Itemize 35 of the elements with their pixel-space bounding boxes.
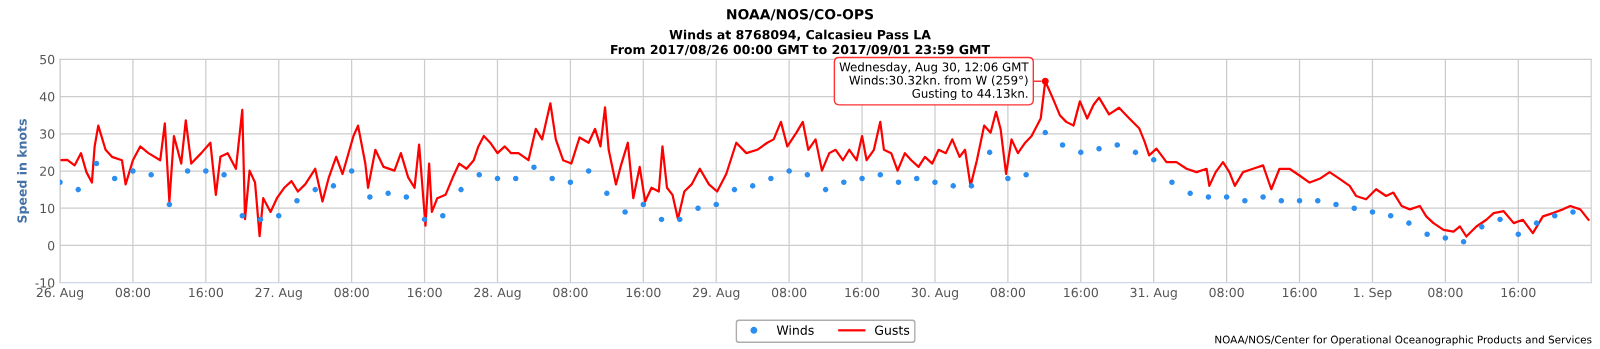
x-tick-label: 29. Aug <box>693 287 740 300</box>
x-tick-label: 16:00 <box>407 287 442 298</box>
y-axis-title: Speed in knots <box>17 119 30 223</box>
x-tick-label: 08:00 <box>990 287 1026 298</box>
x-tick-label: 27. Aug <box>255 287 302 300</box>
text: NOAA/NOS/Center for Operational Oceanographic Products and Services <box>1215 335 1592 346</box>
x-tick-label: 30. Aug <box>911 287 958 300</box>
annotation: Wednesday, Aug 30, 12:06 GMT Winds:30.32kn. from W (259°) Gusting to 44.13kn. <box>839 62 1029 101</box>
x-tick-label: 16:00 <box>189 287 224 298</box>
x-tick-label: 08:00 <box>1209 287 1244 298</box>
x-tick-label: 16:00 <box>626 287 661 298</box>
y-tick-label: 20 <box>40 166 55 176</box>
x-tick-label: 28. Aug <box>474 287 521 300</box>
x-tick-label: 08:00 <box>334 287 369 298</box>
chart-title: NOAA/NOS/CO-OPS <box>727 8 874 21</box>
x-tick-label: 16:00 <box>1282 287 1317 298</box>
chart-subtitle: Winds at 8768094, Calcasieu Pass LA From 2017/08/26 00:00 GMT to 2017/09/01 23:59 GMT <box>611 29 990 56</box>
y-tick-label: 30 <box>40 129 55 139</box>
x-tick-label: 08:00 <box>771 287 807 298</box>
legend-label: Winds <box>776 325 814 335</box>
y-tick-label: -10 <box>35 278 55 288</box>
y-tick-label: 40 <box>39 92 55 102</box>
y-tick-label: 10 <box>40 203 55 214</box>
y-tick-label: 50 <box>40 54 55 65</box>
x-tick-label: 16:00 <box>845 287 880 298</box>
x-tick-label: 16:00 <box>1501 287 1536 298</box>
y-tick-label: 0 <box>48 240 55 251</box>
legend-label: Gusts <box>875 325 910 335</box>
x-tick-label: 16:00 <box>1064 287 1098 298</box>
x-tick-label: 26. Aug <box>36 287 83 300</box>
x-tick-label: 31. Aug <box>1130 287 1177 300</box>
x-tick-label: 08:00 <box>115 287 151 298</box>
x-tick-label: 1. Sep <box>1354 287 1392 300</box>
x-tick-label: 08:00 <box>553 287 588 298</box>
x-tick-label: 08:00 <box>1428 287 1463 298</box>
